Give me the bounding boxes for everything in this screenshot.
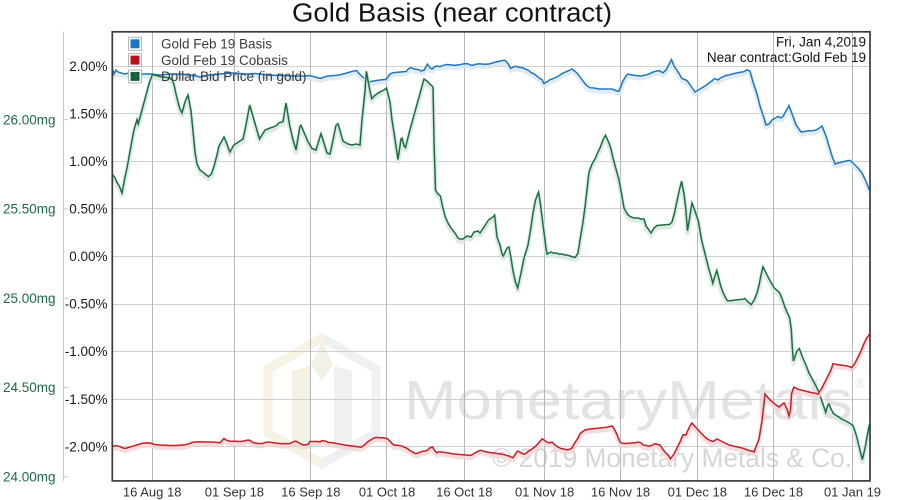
svg-text:24.50mg: 24.50mg — [3, 380, 56, 395]
svg-text:26.00mg: 26.00mg — [3, 112, 56, 127]
svg-text:0.50%: 0.50% — [69, 202, 107, 217]
svg-text:01 Oct 18: 01 Oct 18 — [359, 485, 415, 500]
svg-text:16 Sep 18: 16 Sep 18 — [281, 485, 340, 500]
svg-text:16 Oct 18: 16 Oct 18 — [436, 485, 492, 500]
svg-text:01 Dec 18: 01 Dec 18 — [668, 485, 727, 500]
svg-text:01 Sep 18: 01 Sep 18 — [205, 485, 264, 500]
svg-text:1.00%: 1.00% — [69, 154, 107, 169]
svg-text:Dollar Bid Price (in gold): Dollar Bid Price (in gold) — [161, 69, 307, 84]
svg-text:16 Nov 18: 16 Nov 18 — [591, 485, 650, 500]
svg-text:Gold Feb 19 Cobasis: Gold Feb 19 Cobasis — [161, 53, 288, 68]
svg-text:24.00mg: 24.00mg — [3, 470, 56, 485]
svg-text:1.50%: 1.50% — [69, 106, 107, 121]
svg-text:-2.00%: -2.00% — [65, 439, 108, 454]
svg-text:Near contract:Gold Feb 19: Near contract:Gold Feb 19 — [707, 50, 866, 65]
svg-text:Gold Feb 19 Basis: Gold Feb 19 Basis — [161, 37, 272, 52]
svg-text:-1.50%: -1.50% — [65, 392, 108, 407]
svg-text:2.00%: 2.00% — [69, 59, 107, 74]
svg-text:01 Jan 19: 01 Jan 19 — [824, 485, 881, 500]
svg-text:16 Dec 18: 16 Dec 18 — [744, 485, 803, 500]
svg-text:-0.50%: -0.50% — [65, 297, 108, 312]
svg-text:25.50mg: 25.50mg — [3, 202, 56, 217]
svg-text:25.00mg: 25.00mg — [3, 291, 56, 306]
svg-text:Fri, Jan 4,2019: Fri, Jan 4,2019 — [776, 35, 866, 50]
svg-text:01 Nov 18: 01 Nov 18 — [515, 485, 574, 500]
svg-text:®: ® — [855, 376, 865, 391]
svg-text:16 Aug 18: 16 Aug 18 — [123, 485, 182, 500]
svg-text:Gold Basis (near contract): Gold Basis (near contract) — [292, 0, 612, 28]
svg-text:0.00%: 0.00% — [69, 249, 107, 264]
svg-text:-1.00%: -1.00% — [65, 344, 108, 359]
